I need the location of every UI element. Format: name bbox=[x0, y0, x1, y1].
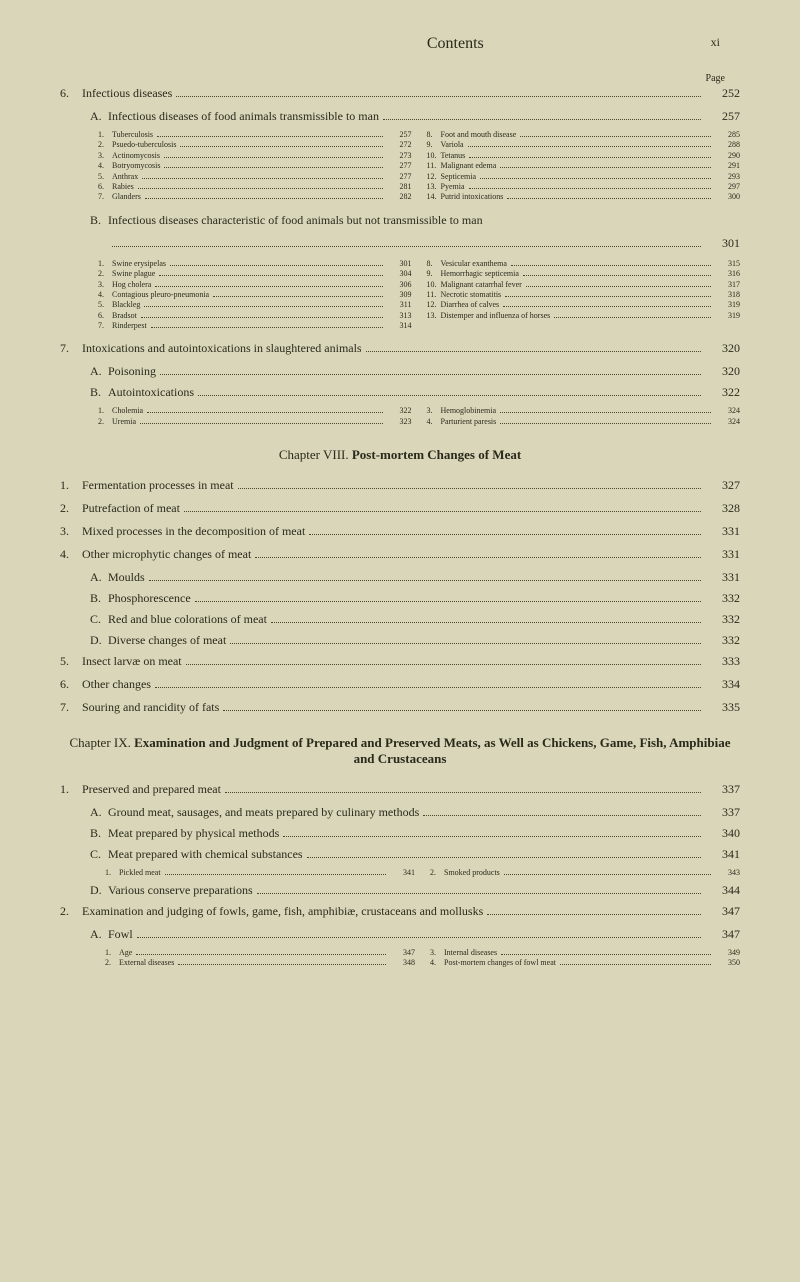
list-item: 1. Age 347 bbox=[105, 948, 415, 958]
chapter-8-heading: Chapter VIII. Post-mortem Changes of Mea… bbox=[60, 447, 740, 463]
sub-entry: C. Red and blue colorations of meat 332 bbox=[90, 612, 740, 627]
header: Contents xi bbox=[60, 35, 740, 53]
items-7b: 1. Cholemia 322 2. Uremia 323 3. Hemoglo… bbox=[98, 406, 740, 427]
list-item: 3. Actinomycosis 273 bbox=[98, 151, 412, 161]
toc-entry: 3. Mixed processes in the decomposition … bbox=[60, 524, 740, 539]
list-item: 8. Vesicular exanthema 315 bbox=[427, 259, 741, 269]
list-item: 6. Rabies 281 bbox=[98, 182, 412, 192]
list-item: 4. Parturient paresis 324 bbox=[427, 417, 741, 427]
sub-6a: A. Infectious diseases of food animals t… bbox=[90, 109, 740, 124]
ch9-small-fowl: 1. Age 347 2. External diseases 348 3. I… bbox=[105, 948, 740, 969]
sub-entry: B. Phosphorescence 332 bbox=[90, 591, 740, 606]
sub-entry: A. Ground meat, sausages, and meats prep… bbox=[90, 805, 740, 820]
items-6a: 1. Tuberculosis 257 2. Psuedo-tuberculos… bbox=[98, 130, 740, 203]
list-item: 11. Necrotic stomatitis 318 bbox=[427, 290, 741, 300]
list-item: 7. Glanders 282 bbox=[98, 192, 412, 202]
list-item: 9. Variola 288 bbox=[427, 140, 741, 150]
list-item: 3. Internal diseases 349 bbox=[430, 948, 740, 958]
sub-entry: A. Fowl 347 bbox=[90, 927, 740, 942]
toc-entry: 2. Examination and judging of fowls, gam… bbox=[60, 904, 740, 919]
list-item: 9. Hemorrhagic septicemia 316 bbox=[427, 269, 741, 279]
list-item: 10. Tetanus 290 bbox=[427, 151, 741, 161]
sub-entry: A. Moulds 331 bbox=[90, 570, 740, 585]
list-item: 12. Diarrhea of calves 319 bbox=[427, 300, 741, 310]
list-item: 2. External diseases 348 bbox=[105, 958, 415, 968]
list-item: 4. Botryomycosis 277 bbox=[98, 161, 412, 171]
ch9-small-c: 1. Pickled meat 341 2. Smoked products 3… bbox=[105, 868, 740, 878]
list-item: 13. Distemper and influenza of horses 31… bbox=[427, 311, 741, 321]
list-item: 11. Malignant edema 291 bbox=[427, 161, 741, 171]
toc-entry: 7. Souring and rancidity of fats 335 bbox=[60, 700, 740, 715]
list-item: 6. Bradsot 313 bbox=[98, 311, 412, 321]
list-item: 2. Swine plague 304 bbox=[98, 269, 412, 279]
chapter-9-heading: Chapter IX. Examination and Judgment of … bbox=[60, 735, 740, 767]
page-title: Contents bbox=[200, 35, 711, 53]
toc-entry: 6. Other changes 334 bbox=[60, 677, 740, 692]
roman-numeral: xi bbox=[711, 35, 720, 53]
list-item: 1. Swine erysipelas 301 bbox=[98, 259, 412, 269]
sub-entry: B. Meat prepared by physical methods 340 bbox=[90, 826, 740, 841]
list-item: 13. Pyemia 297 bbox=[427, 182, 741, 192]
toc-entry: 1. Fermentation processes in meat 327 bbox=[60, 478, 740, 493]
list-item: 14. Putrid intoxications 300 bbox=[427, 192, 741, 202]
sub-7a: A. Poisoning 320 bbox=[90, 364, 740, 379]
list-item: 4. Post-mortem changes of fowl meat 350 bbox=[430, 958, 740, 968]
page-label: Page bbox=[60, 73, 740, 84]
list-item: 12. Septicemia 293 bbox=[427, 172, 741, 182]
list-item: 7. Rinderpest 314 bbox=[98, 321, 412, 331]
sub-entry: C. Meat prepared with chemical substance… bbox=[90, 847, 740, 862]
list-item: 1. Cholemia 322 bbox=[98, 406, 412, 416]
list-item: 5. Anthrax 277 bbox=[98, 172, 412, 182]
sub-6b: B. Infectious diseases characteristic of… bbox=[90, 213, 740, 251]
list-item: 10. Malignant catarrhal fever 317 bbox=[427, 280, 741, 290]
list-item: 1. Pickled meat 341 bbox=[105, 868, 415, 878]
toc-entry: 4. Other microphytic changes of meat 331 bbox=[60, 547, 740, 562]
sub-7b: B. Autointoxications 322 bbox=[90, 385, 740, 400]
list-item: 2. Psuedo-tuberculosis 272 bbox=[98, 140, 412, 150]
sub-entry: D. Diverse changes of meat 332 bbox=[90, 633, 740, 648]
list-item: 3. Hog cholera 306 bbox=[98, 280, 412, 290]
toc-entry: 1. Preserved and prepared meat 337 bbox=[60, 782, 740, 797]
section-7: 7. Intoxications and autointoxications i… bbox=[60, 341, 740, 356]
list-item: 8. Foot and mouth disease 285 bbox=[427, 130, 741, 140]
list-item: 5. Blackleg 311 bbox=[98, 300, 412, 310]
items-6b: 1. Swine erysipelas 301 2. Swine plague … bbox=[98, 259, 740, 332]
list-item: 1. Tuberculosis 257 bbox=[98, 130, 412, 140]
list-item: 2. Uremia 323 bbox=[98, 417, 412, 427]
list-item: 4. Contagious pleuro-pneumonia 309 bbox=[98, 290, 412, 300]
list-item: 3. Hemoglobinemia 324 bbox=[427, 406, 741, 416]
toc-entry: 2. Putrefaction of meat 328 bbox=[60, 501, 740, 516]
list-item: 2. Smoked products 343 bbox=[430, 868, 740, 878]
sub-entry: D. Various conserve preparations 344 bbox=[90, 883, 740, 898]
toc-entry: 5. Insect larvæ on meat 333 bbox=[60, 654, 740, 669]
section-6: 6. Infectious diseases 252 bbox=[60, 86, 740, 101]
